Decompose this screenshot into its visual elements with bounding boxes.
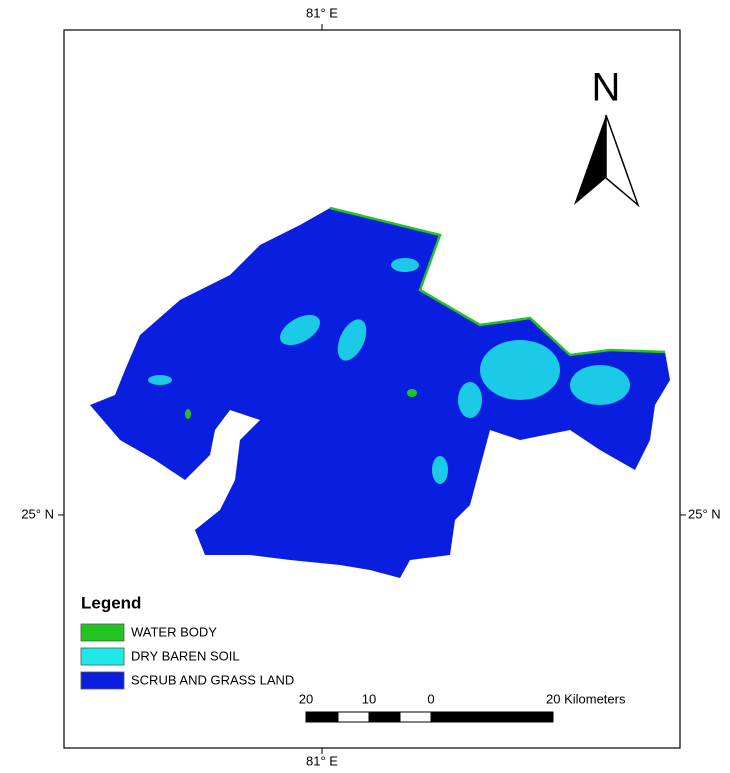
- scale-label: 10: [362, 691, 376, 706]
- legend-label: SCRUB AND GRASS LAND: [131, 672, 294, 687]
- scale-segment: [431, 712, 553, 722]
- scale-label: 0: [427, 691, 434, 706]
- scale-segment: [400, 712, 431, 722]
- map-figure: 81° E 81° E 25° N 25° N N Legend WATER B…: [0, 0, 730, 773]
- scale-label: 20 Kilometers: [546, 691, 626, 706]
- water-patch: [185, 409, 191, 419]
- scale-segment: [338, 712, 369, 722]
- graticule-label: 81° E: [306, 753, 338, 768]
- north-label: N: [592, 66, 621, 110]
- legend-label: WATER BODY: [131, 624, 217, 639]
- water-patch: [407, 389, 417, 397]
- legend-swatch: [81, 648, 124, 665]
- scale-segment: [306, 712, 338, 722]
- legend-label: DRY BAREN SOIL: [131, 648, 240, 663]
- legend-swatch: [81, 672, 124, 689]
- legend-title: Legend: [81, 593, 141, 612]
- graticule-label: 25° N: [688, 506, 721, 521]
- scale-segment: [369, 712, 400, 722]
- graticule-label: 81° E: [306, 5, 338, 20]
- legend-swatch: [81, 624, 124, 641]
- scale-label: 20: [299, 691, 313, 706]
- graticule-label: 25° N: [21, 506, 54, 521]
